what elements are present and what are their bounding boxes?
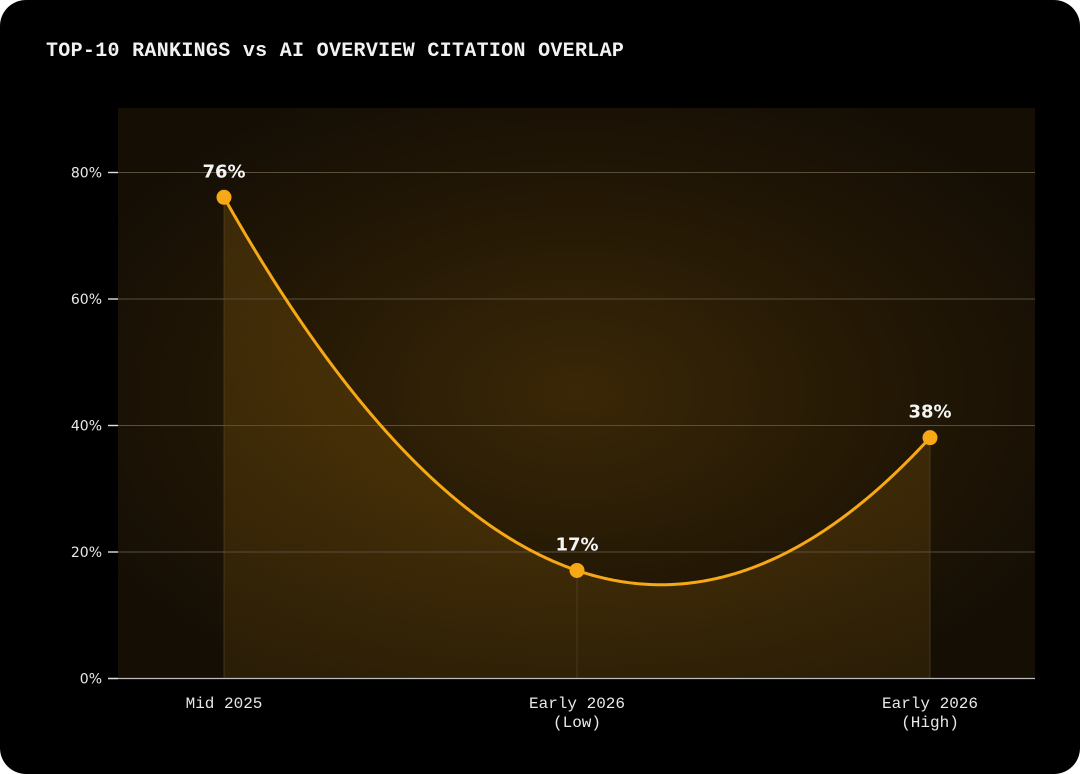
data-label: 17% — [555, 534, 598, 555]
data-point[interactable] — [216, 189, 232, 205]
data-label: 76% — [202, 161, 245, 182]
y-tick-label: 60% — [71, 292, 102, 308]
data-labels: 76% 17% 38% — [202, 161, 951, 555]
x-tick-label: Early 2026 — [882, 695, 978, 713]
y-tick-label: 40% — [71, 419, 102, 435]
data-point[interactable] — [922, 430, 938, 446]
y-axis: 0% 20% 40% 60% 80% — [71, 166, 118, 688]
chart-title: TOP-10 RANKINGS vs AI OVERVIEW CITATION … — [46, 40, 625, 63]
y-tick-label: 20% — [71, 545, 102, 561]
area-under-curve — [224, 197, 930, 679]
y-tick-label: 80% — [71, 166, 102, 182]
data-label: 38% — [908, 402, 951, 423]
x-tick-label: Mid 2025 — [186, 695, 263, 713]
area-fill — [224, 197, 930, 679]
x-tick-label: Early 2026 — [529, 695, 625, 713]
data-point[interactable] — [569, 562, 585, 578]
data-points — [216, 189, 938, 578]
x-tick-label: (Low) — [553, 714, 601, 732]
category-guides — [223, 197, 931, 678]
gridlines — [118, 172, 1035, 553]
y-tick-label: 0% — [80, 672, 102, 688]
x-axis: Mid 2025 Early 2026(Low)Early 2026(High) — [186, 695, 978, 732]
x-tick-label: (High) — [901, 714, 959, 732]
